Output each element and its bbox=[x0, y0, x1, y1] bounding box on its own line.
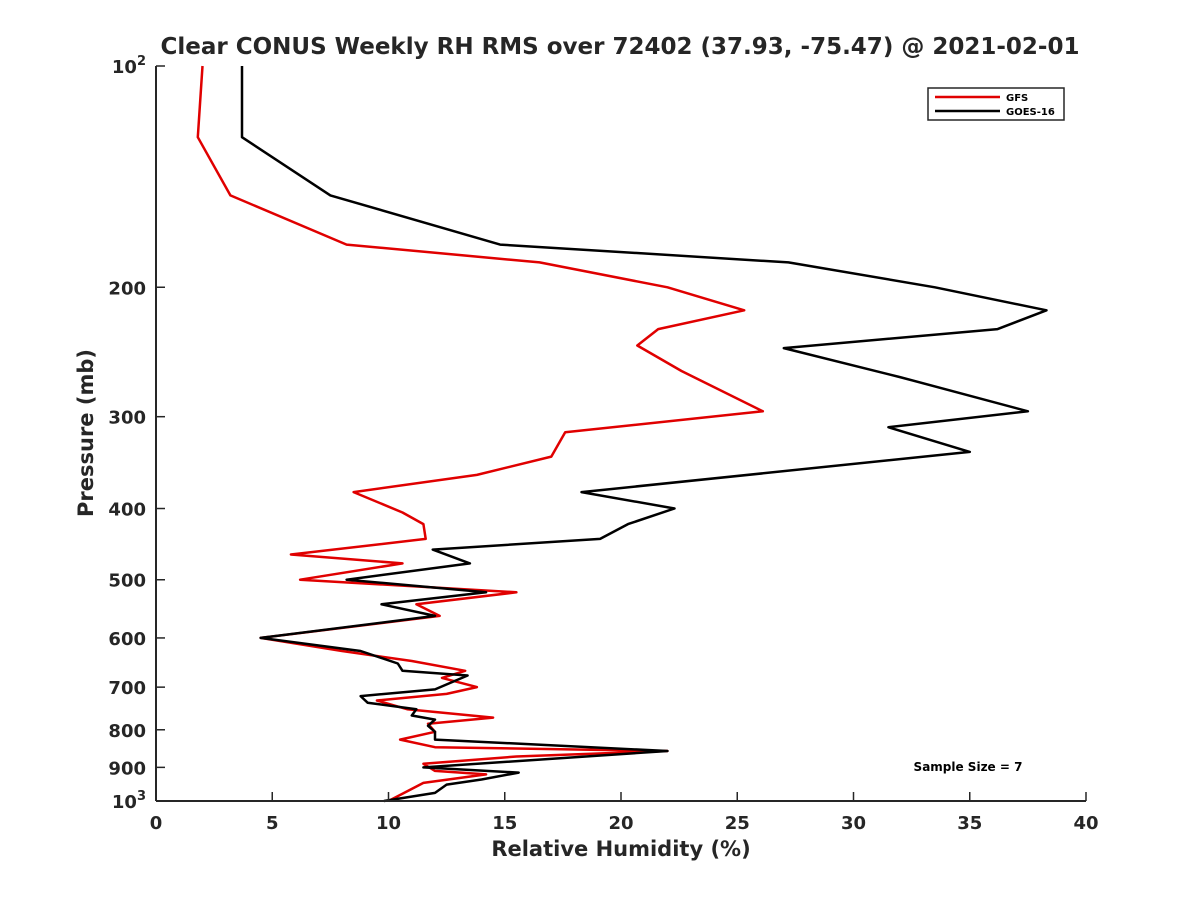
y-tick-label: 400 bbox=[108, 500, 146, 521]
chart-title: Clear CONUS Weekly RH RMS over 72402 (37… bbox=[161, 34, 1080, 60]
y-ticks: 102 200 300 400 500 600 700 800 900 103 bbox=[108, 54, 165, 813]
y-tick-label: 200 bbox=[108, 278, 146, 299]
x-tick-label: 5 bbox=[266, 813, 279, 834]
x-tick-label: 35 bbox=[957, 813, 982, 834]
x-tick-label: 15 bbox=[492, 813, 517, 834]
y-tick-label: 600 bbox=[108, 629, 146, 650]
legend-box bbox=[927, 87, 1065, 121]
x-axis-label: Relative Humidity (%) bbox=[491, 837, 750, 861]
legend-label-goes-16: GOES-16 bbox=[1006, 107, 1055, 118]
series-line-goes-16 bbox=[240, 66, 1048, 803]
x-tick-label: 10 bbox=[376, 813, 401, 834]
legend: GFS GOES-16 bbox=[927, 87, 1065, 121]
x-ticks: 0 5 10 15 20 25 30 35 40 bbox=[150, 792, 1099, 834]
y-tick-label: 102 bbox=[112, 54, 146, 78]
sample-size-annotation: Sample Size = 7 bbox=[914, 760, 1023, 774]
y-tick-label: 900 bbox=[108, 758, 146, 779]
y-tick-label: 300 bbox=[108, 408, 146, 429]
x-tick-label: 25 bbox=[725, 813, 750, 834]
y-axis-label: Pressure (mb) bbox=[74, 349, 98, 517]
legend-label-gfs: GFS bbox=[1006, 93, 1028, 104]
y-tick-label: 800 bbox=[108, 721, 146, 742]
x-tick-label: 30 bbox=[841, 813, 866, 834]
y-tick-label: 103 bbox=[112, 789, 146, 813]
x-tick-label: 20 bbox=[608, 813, 633, 834]
series-line-gfs bbox=[196, 65, 765, 803]
y-tick-label: 500 bbox=[108, 571, 146, 592]
x-tick-label: 40 bbox=[1073, 813, 1098, 834]
series-layer bbox=[196, 65, 1048, 803]
x-tick-label: 0 bbox=[150, 813, 163, 834]
y-tick-label: 700 bbox=[108, 678, 146, 699]
